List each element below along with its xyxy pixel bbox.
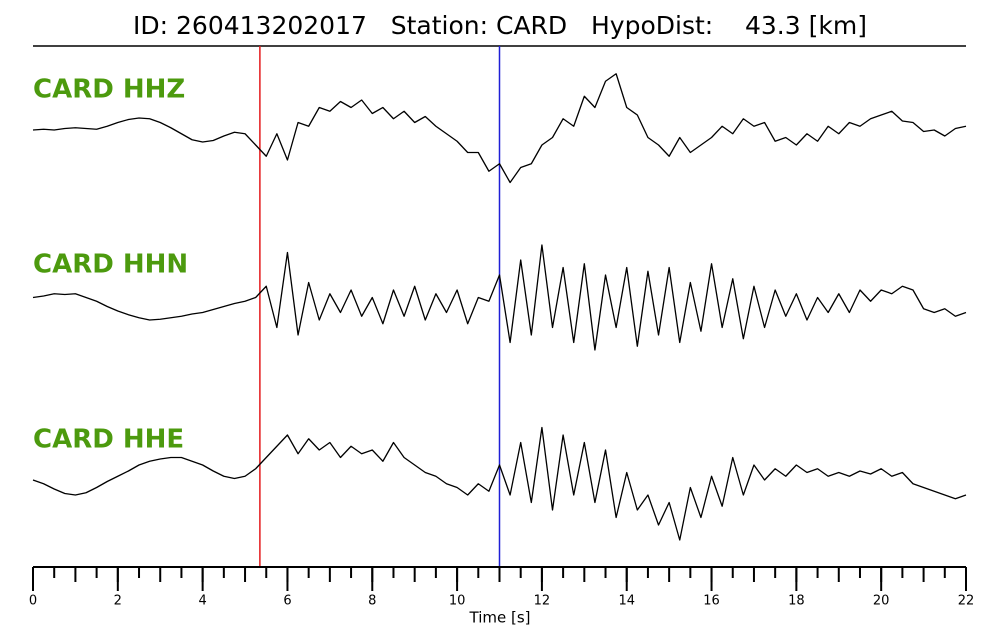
x-tick-label: 14: [618, 594, 635, 609]
waveform: [32, 73, 967, 184]
waveform: [32, 426, 967, 541]
x-tick-label: 20: [873, 594, 890, 609]
x-tick-label: 12: [534, 594, 551, 609]
x-tick-label: 2: [114, 594, 122, 609]
x-tick-label: 8: [368, 594, 376, 609]
trace-label: CARD HHZ: [33, 75, 185, 105]
waveform: [32, 244, 967, 351]
x-tick-label: 22: [958, 594, 975, 609]
x-tick-label: 6: [283, 594, 291, 609]
trace-label: CARD HHE: [33, 425, 184, 455]
trace-label: CARD HHN: [33, 250, 188, 280]
x-tick-label: 16: [703, 594, 720, 609]
x-tick-label: 0: [29, 594, 37, 609]
x-tick-label: 18: [788, 594, 805, 609]
x-tick-label: 4: [198, 594, 206, 609]
x-axis-label: Time [s]: [469, 609, 531, 627]
chart-title: ID: 260413202017 Station: CARD HypoDist:…: [133, 11, 867, 40]
x-tick-label: 10: [449, 594, 466, 609]
